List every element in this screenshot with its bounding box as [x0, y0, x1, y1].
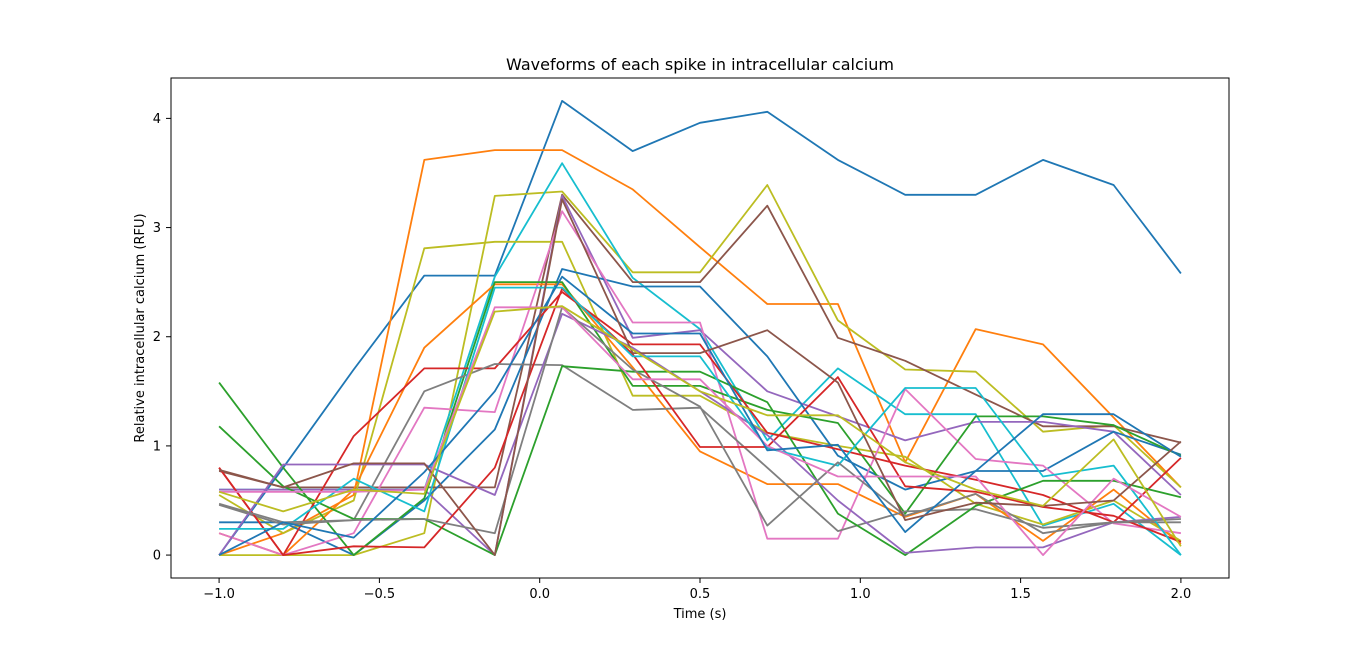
x-tick-label: −0.5	[364, 587, 396, 602]
x-axis: −1.0 −0.5 0.0 0.5 1.0 1.5 2.0	[203, 578, 1191, 602]
x-axis-label: Time (s)	[673, 607, 727, 622]
series-line-3	[219, 184, 1182, 556]
x-tick-label: 0.5	[690, 587, 711, 602]
series-line-22	[218, 305, 1182, 547]
series-line-6	[218, 240, 1182, 542]
series-line-15	[218, 287, 1182, 556]
x-tick-label: −1.0	[203, 587, 235, 602]
y-axis-label: Relative intracellular calcium (RFU)	[133, 213, 148, 442]
series-line-2	[218, 149, 1182, 556]
y-tick-label: 0	[153, 549, 161, 564]
series-layer	[218, 100, 1182, 556]
series-line-9	[218, 283, 1182, 556]
series-line-21	[218, 198, 1182, 556]
x-tick-label: 0.0	[529, 587, 550, 602]
series-line-18	[218, 306, 1181, 535]
y-tick-label: 4	[153, 112, 161, 127]
series-line-5	[218, 193, 1182, 489]
chart-title: Waveforms of each spike in intracellular…	[506, 55, 894, 74]
x-tick-label: 2.0	[1171, 587, 1192, 602]
series-line-20	[218, 275, 1182, 556]
x-tick-label: 1.5	[1010, 587, 1031, 602]
y-tick-label: 3	[153, 221, 161, 236]
series-line-4	[219, 162, 1182, 556]
y-tick-label: 1	[153, 439, 161, 454]
series-line-1	[218, 100, 1182, 556]
y-tick-label: 2	[153, 330, 161, 345]
y-axis: 0 1 2 3 4	[153, 112, 171, 564]
series-line-17	[219, 286, 1182, 556]
series-line-8	[219, 268, 1182, 556]
series-line-11	[218, 281, 1182, 556]
x-tick-label: 1.0	[850, 587, 871, 602]
